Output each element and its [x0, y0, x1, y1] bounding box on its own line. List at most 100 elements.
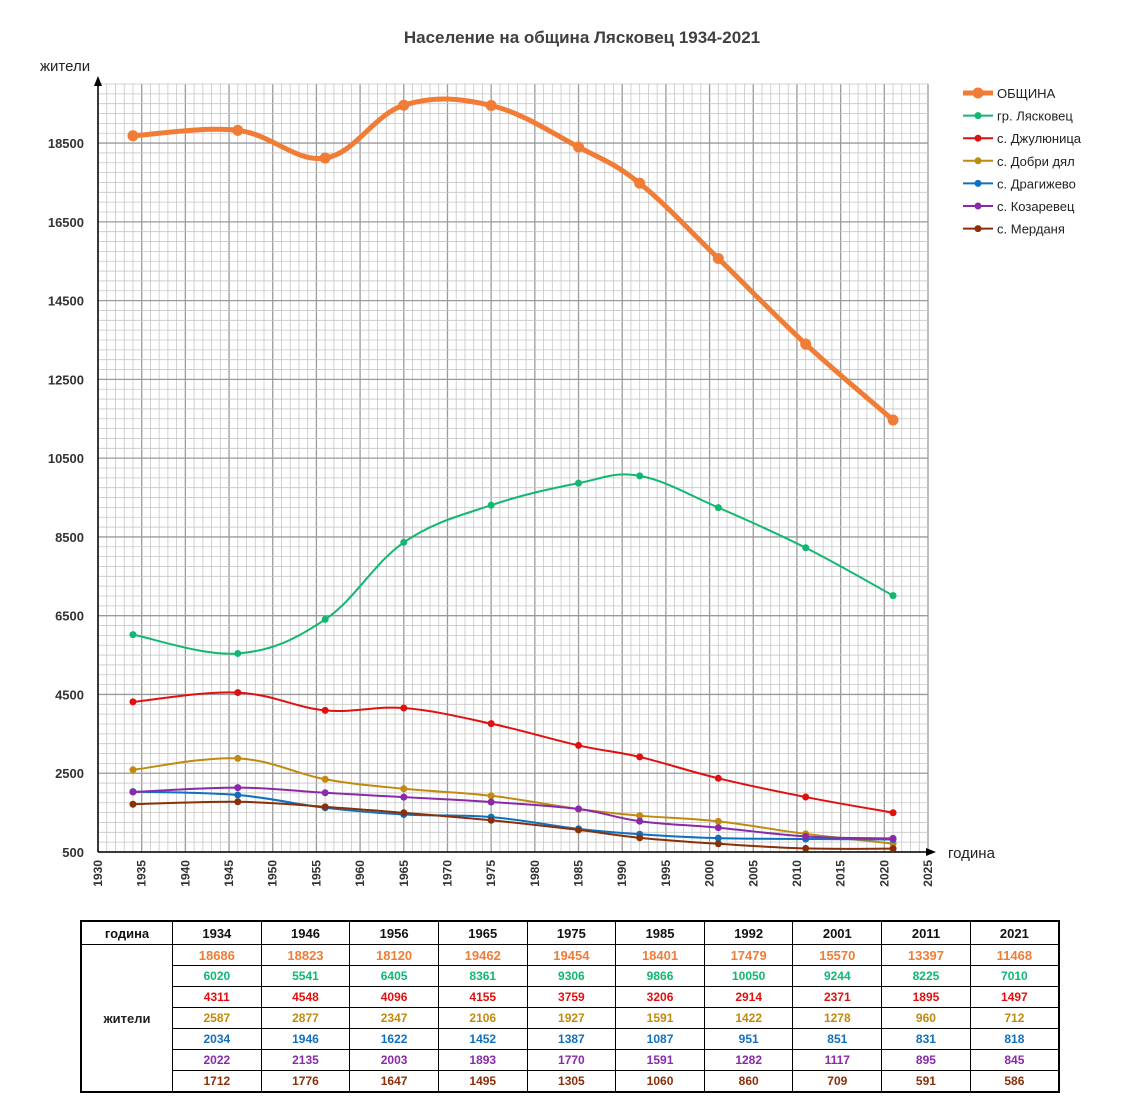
data-point	[487, 798, 495, 806]
legend-label: с. Джулюница	[997, 131, 1082, 146]
x-tick-label: 1985	[572, 860, 586, 887]
table-cell: 1770	[526, 1049, 617, 1071]
table-cell: 2106	[437, 1007, 528, 1029]
y-tick-label: 18500	[48, 136, 84, 151]
year-cell: 1965	[437, 920, 528, 945]
table-cell: 2877	[260, 1007, 351, 1029]
data-point	[487, 816, 495, 824]
table-cell: 2034	[172, 1028, 262, 1050]
data-point	[889, 592, 897, 600]
table-cell: 19454	[526, 944, 617, 966]
y-tick-label: 500	[62, 845, 84, 860]
table-cell: 1895	[881, 986, 971, 1008]
table-row: жители 18686 18823 18120 19462 19454 18401 1747…	[80, 944, 1060, 1093]
x-tick-label: 2005	[746, 860, 760, 887]
data-point	[714, 817, 722, 825]
table-cell: 4311	[172, 986, 262, 1008]
series-village	[129, 472, 897, 657]
table-cell: 1622	[349, 1028, 439, 1050]
x-tick-label: 1980	[528, 860, 542, 887]
table-cell: 6405	[349, 965, 439, 987]
x-tick-label: 2020	[877, 860, 891, 887]
data-point	[319, 152, 331, 164]
data-point	[129, 800, 137, 808]
legend-label: ОБЩИНА	[997, 86, 1056, 101]
table-cell: 1712	[172, 1070, 262, 1093]
table-cell: 1452	[437, 1028, 528, 1050]
x-tick-label: 1940	[178, 860, 192, 887]
y-tick-label: 16500	[48, 215, 84, 230]
data-point	[232, 124, 244, 136]
table-cell: 4096	[349, 986, 439, 1008]
table-cell: 13397	[881, 944, 971, 966]
series-line	[132, 786, 894, 840]
table-cell: 1282	[703, 1049, 794, 1071]
data-point	[127, 130, 139, 142]
data-point	[802, 544, 810, 552]
tick-labels: 500 2500 4500 6500 8500 10500 12500 14500 16500 1…	[48, 136, 935, 887]
table-cell: 1927	[526, 1007, 617, 1029]
data-point	[234, 784, 242, 792]
legend-swatch-marker	[974, 157, 982, 165]
table-cell: 1305	[526, 1070, 617, 1093]
legend-label: с. Добри дял	[997, 154, 1075, 169]
data-point	[234, 649, 242, 657]
table-header-row: година 1934 1946 1956 1965 1975 1985 1992 2001 2…	[80, 920, 1060, 945]
table-cell: 4548	[260, 986, 351, 1008]
legend-label: гр. Лясковец	[997, 109, 1073, 124]
year-cell: 1946	[260, 920, 351, 945]
data-point	[714, 824, 722, 832]
table-row: 4311 4548 4096 4155 3759 3206 2914 2371 1895 1497	[81, 986, 1060, 1008]
table-cell: 2022	[172, 1049, 262, 1071]
x-tick-label: 1965	[397, 860, 411, 887]
data-point	[321, 789, 329, 797]
table-cell: 2371	[792, 986, 883, 1008]
data-point	[129, 698, 137, 706]
series-village	[129, 798, 897, 853]
table-cell: 1422	[703, 1007, 794, 1029]
data-point	[234, 689, 242, 697]
data-point	[802, 844, 810, 852]
table-row: 1712 1776 1647 1495 1305 1060 860 709 591 586	[81, 1070, 1060, 1093]
data-point	[129, 766, 137, 774]
x-tick-label: 1995	[659, 860, 673, 887]
data-point	[575, 805, 583, 813]
x-tick-label: 1960	[353, 860, 367, 887]
table-cell: 2587	[172, 1007, 262, 1029]
series-line	[132, 473, 894, 655]
table-cell: 1591	[615, 1049, 705, 1071]
table-cell: 586	[969, 1070, 1060, 1093]
table-cell: 9866	[615, 965, 705, 987]
year-cell: 1985	[615, 920, 705, 945]
data-point	[129, 788, 137, 796]
year-cell: 2011	[881, 920, 971, 945]
series-line	[132, 96, 895, 422]
series-line	[132, 757, 894, 845]
table-cell: 17479	[703, 944, 794, 966]
table-cell: 1647	[349, 1070, 439, 1093]
table-cell: 3206	[615, 986, 705, 1008]
data-point	[714, 774, 722, 782]
data-point	[234, 791, 242, 799]
data-point	[802, 832, 810, 840]
data-point	[234, 754, 242, 762]
table-cell: 1776	[260, 1070, 351, 1093]
data-point	[321, 706, 329, 714]
table-cell: 6020	[172, 965, 262, 987]
data-point	[400, 809, 408, 817]
x-tick-label: 1990	[615, 860, 629, 887]
table-cell: 851	[792, 1028, 883, 1050]
data-point	[636, 834, 644, 842]
table-cell: 10050	[703, 965, 794, 987]
table-cell: 1117	[792, 1049, 883, 1071]
data-point	[636, 753, 644, 761]
data-point	[575, 479, 583, 487]
table-body: жители 18686 18823 18120 19462 19454 18401 1747…	[80, 944, 1060, 1093]
data-point	[485, 100, 497, 112]
data-point	[636, 472, 644, 480]
table-cell: 8361	[437, 965, 528, 987]
table-row: 6020 5541 6405 8361 9306 9866 10050 9244 8225 701…	[81, 965, 1060, 987]
axes	[94, 76, 936, 856]
table-cell: 1387	[526, 1028, 617, 1050]
y-tick-label: 8500	[55, 530, 84, 545]
